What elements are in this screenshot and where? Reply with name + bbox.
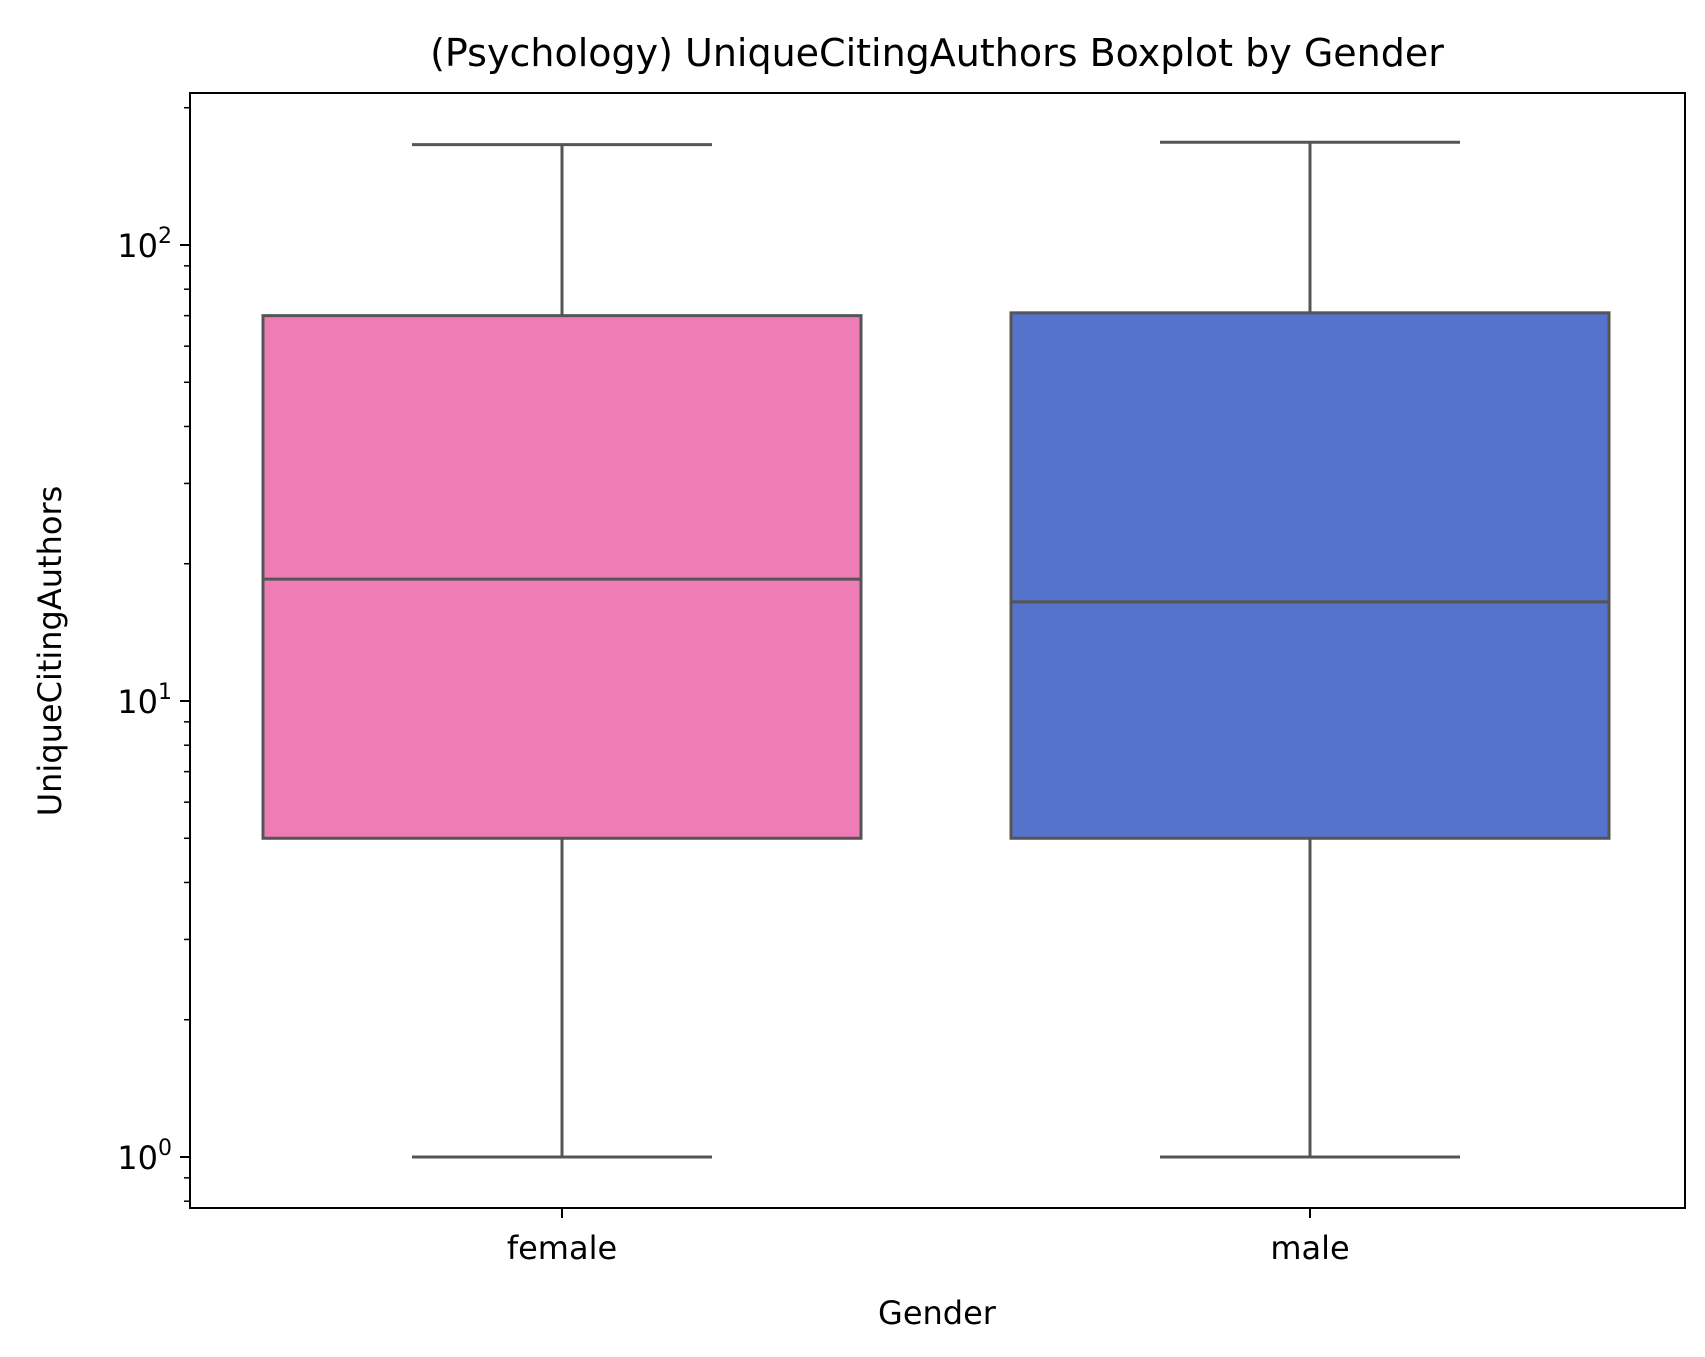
y-tick-label-0: 100 xyxy=(117,1136,172,1177)
y-tick-exponent-2: 2 xyxy=(158,224,172,249)
y-tick-label-1: 101 xyxy=(117,680,172,721)
axes-frame xyxy=(189,92,1686,1209)
x-axis-label: Gender xyxy=(878,1294,997,1332)
x-tick-label-male: male xyxy=(1270,1229,1349,1267)
iqr-box-male xyxy=(1009,311,1611,840)
box-female xyxy=(261,143,863,1159)
y-tick-base-1: 10 xyxy=(117,683,158,721)
chart-title: (Psychology) UniqueCitingAuthors Boxplot… xyxy=(430,31,1444,75)
x-tick-label-female: female xyxy=(507,1229,617,1267)
y-tick-base-0: 10 xyxy=(117,1139,158,1177)
iqr-box-female xyxy=(261,314,863,840)
x-axis-ticks: female male xyxy=(507,1208,1350,1267)
y-tick-label-2: 102 xyxy=(117,224,172,265)
y-tick-exponent-0: 0 xyxy=(158,1136,172,1161)
y-axis-label: UniqueCitingAuthors xyxy=(31,486,69,817)
y-tick-exponent-1: 1 xyxy=(158,680,172,705)
box-male xyxy=(1009,140,1611,1159)
plot-area xyxy=(261,140,1611,1159)
y-tick-base-2: 10 xyxy=(117,227,158,265)
